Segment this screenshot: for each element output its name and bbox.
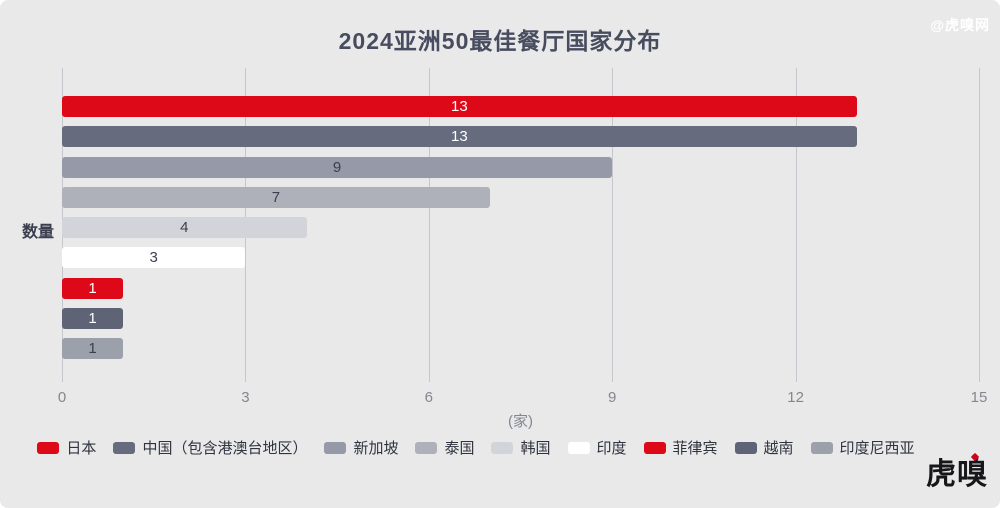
legend-label: 印度尼西亚 xyxy=(839,440,915,457)
legend-item-日本: 日本 xyxy=(37,437,96,458)
gridline xyxy=(795,68,797,382)
legend-item-菲律宾: 菲律宾 xyxy=(643,437,718,458)
x-tick-label: 0 xyxy=(57,389,67,406)
legend-label: 菲律宾 xyxy=(672,440,718,457)
legend-item-印度尼西亚: 印度尼西亚 xyxy=(810,437,915,458)
bar-中国（包含港澳台地区）: 13 xyxy=(62,126,857,147)
legend-label: 中国（包含港澳台地区） xyxy=(142,440,308,457)
huxiu-logo: 虎嗅 xyxy=(926,452,988,492)
legend-label: 日本 xyxy=(66,440,97,457)
bar-韩国: 4 xyxy=(62,217,307,238)
gridline xyxy=(428,68,430,382)
legend-item-越南: 越南 xyxy=(734,437,794,458)
legend-item-新加坡: 新加坡 xyxy=(324,437,398,458)
huxiu-logo-text: 虎嗅 xyxy=(926,457,988,492)
bar-菲律宾: 1 xyxy=(62,278,124,299)
chart-legend: 日本 中国（包含港澳台地区） 新加坡 泰国 韩国 印度 菲律宾 越南 印度尼西亚 xyxy=(0,437,952,458)
legend-label: 韩国 xyxy=(520,440,551,457)
x-axis-unit-label: (家) xyxy=(508,413,533,430)
legend-label: 新加坡 xyxy=(353,440,399,457)
watermark-text: @虎嗅网 xyxy=(930,17,990,33)
legend-item-泰国: 泰国 xyxy=(415,437,474,458)
legend-label: 泰国 xyxy=(444,440,475,457)
bar-泰国: 7 xyxy=(62,187,490,208)
legend-swatch-icon xyxy=(734,441,757,454)
bar-越南: 1 xyxy=(62,308,124,329)
y-axis-label: 数量 xyxy=(22,224,55,241)
legend-swatch-icon xyxy=(810,441,833,454)
legend-swatch-icon xyxy=(415,441,438,454)
x-axis-tick-labels: 0 3 6 9 12 15 xyxy=(58,389,988,407)
bar-日本: 13 xyxy=(62,96,857,117)
legend-item-韩国: 韩国 xyxy=(491,437,551,458)
legend-swatch-icon xyxy=(324,441,347,454)
legend-label: 印度 xyxy=(596,440,627,457)
gridline xyxy=(612,68,614,382)
legend-item-印度: 印度 xyxy=(567,437,627,458)
chart-title: 2024亚洲50最佳餐厅国家分布 xyxy=(338,28,662,54)
x-tick-label: 9 xyxy=(608,389,617,406)
bar-印度尼西亚: 1 xyxy=(62,338,124,359)
legend-swatch-icon xyxy=(643,441,666,454)
bar-新加坡: 9 xyxy=(62,157,613,178)
legend-label: 越南 xyxy=(763,440,794,457)
plot-area: 13 13 9 7 4 3 1 1 1 xyxy=(62,68,980,382)
x-tick-label: 12 xyxy=(787,389,804,406)
bar-印度: 3 xyxy=(62,247,246,268)
legend-swatch-icon xyxy=(37,441,60,454)
legend-swatch-icon xyxy=(491,441,514,454)
legend-swatch-icon xyxy=(567,441,590,454)
x-tick-label: 3 xyxy=(241,389,250,406)
x-tick-label: 15 xyxy=(970,389,988,406)
gridline xyxy=(979,68,980,382)
legend-item-中国（包含港澳台地区）: 中国（包含港澳台地区） xyxy=(113,437,307,458)
x-tick-label: 6 xyxy=(424,389,433,406)
legend-swatch-icon xyxy=(113,441,136,454)
